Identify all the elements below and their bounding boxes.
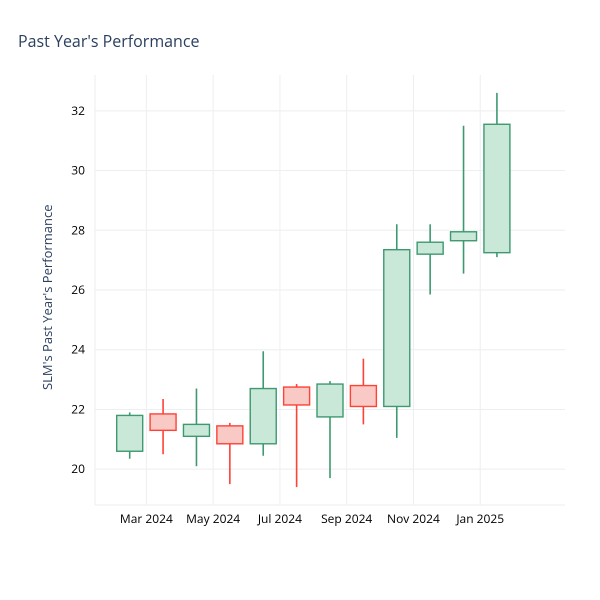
- candle-body: [250, 389, 276, 444]
- x-tick-label: Nov 2024: [387, 510, 440, 527]
- x-tick-label: Mar 2024: [120, 510, 173, 527]
- candle-body: [183, 424, 209, 436]
- candlestick-chart: 20 22 24 26 28 30 32 Mar 2024 May 2024 Jul 2024 Se…: [0, 0, 600, 600]
- candle-body: [317, 384, 343, 417]
- candle-body: [484, 124, 510, 252]
- candle-body: [217, 426, 243, 444]
- y-tick-label: 22: [71, 400, 85, 417]
- y-tick-label: 26: [71, 281, 85, 298]
- y-tick-label: 30: [71, 162, 85, 179]
- y-tick-label: 32: [71, 102, 85, 119]
- candle-body: [384, 250, 410, 407]
- x-tick-label: Sep 2024: [321, 510, 372, 527]
- candle-body: [350, 386, 376, 407]
- y-tick-label: 28: [71, 221, 85, 238]
- candle-body: [150, 414, 176, 430]
- candle-body: [417, 242, 443, 254]
- candle-body: [284, 387, 310, 405]
- candle-body: [117, 415, 143, 451]
- x-tick-label: May 2024: [186, 510, 240, 527]
- y-tick-label: 20: [71, 460, 85, 477]
- y-tick-label: 24: [71, 341, 85, 358]
- x-tick-label: Jan 2025: [455, 510, 504, 527]
- candle-body: [451, 232, 477, 241]
- x-tick-label: Jul 2024: [257, 510, 302, 527]
